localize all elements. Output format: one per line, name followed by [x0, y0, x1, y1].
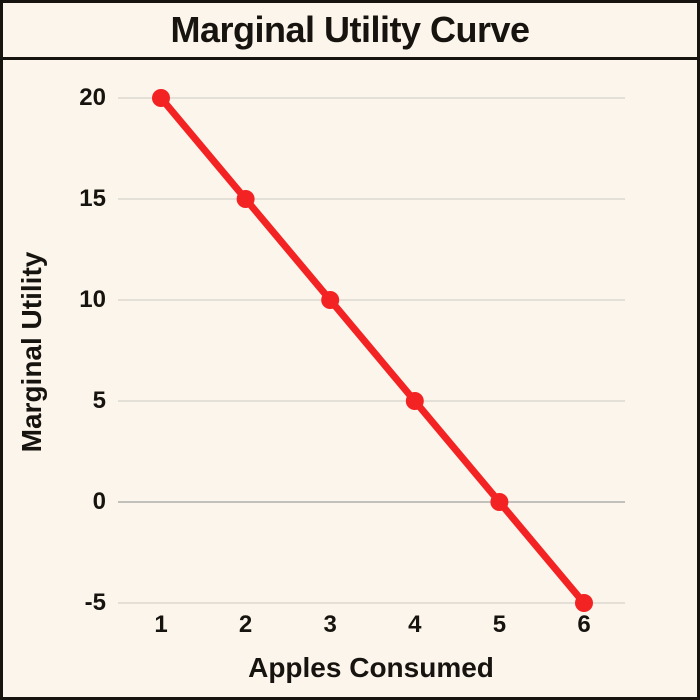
x-tick-label: 5	[492, 611, 507, 638]
x-tick-label: 3	[323, 611, 337, 638]
y-tick-label: 5	[92, 387, 106, 414]
marginal-utility-line	[157, 94, 588, 607]
x-tick-label: 2	[238, 611, 253, 638]
data-point	[236, 190, 255, 208]
y-axis-label: Marginal Utility	[16, 251, 47, 453]
y-tick-label: 10	[79, 286, 106, 313]
data-point	[321, 291, 340, 309]
y-tick-label: -5	[84, 589, 106, 616]
y-tick-label: 15	[79, 185, 106, 212]
x-axis-label: Apples Consumed	[248, 652, 494, 683]
line-chart-canvas	[118, 89, 625, 612]
x-tick-label: 1	[154, 611, 168, 638]
data-point	[152, 89, 170, 107]
data-point	[575, 594, 593, 612]
data-point	[405, 392, 424, 410]
x-tick-label: 6	[577, 611, 591, 638]
y-tick-label: 0	[92, 488, 106, 515]
x-tick-label: 4	[408, 611, 422, 638]
data-point	[490, 493, 509, 511]
chart-plot-area: Marginal Utility Apples Consumed 20 15 10 5…	[3, 60, 697, 697]
chart-title: Marginal Utility Curve	[3, 3, 697, 60]
y-tick-label: 20	[79, 84, 106, 111]
